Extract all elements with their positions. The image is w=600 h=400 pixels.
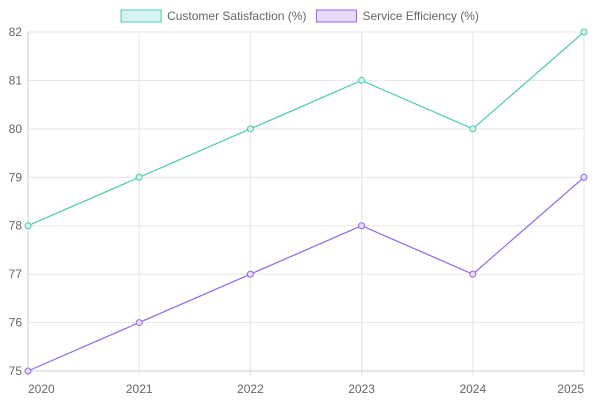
legend-label: Customer Satisfaction (%) <box>167 9 306 23</box>
y-tick-label: 82 <box>9 25 23 39</box>
data-point[interactable] <box>135 319 143 327</box>
y-tick-label: 80 <box>9 122 23 136</box>
series-line <box>27 176 585 372</box>
grid <box>27 31 585 376</box>
data-point[interactable] <box>469 270 477 278</box>
series-line <box>27 31 585 227</box>
data-point[interactable] <box>246 125 254 133</box>
axes: 75 76 77 78 79 80 81 82 2020 2021 2022 2023 2024 2025 <box>9 25 585 396</box>
data-point[interactable] <box>246 270 254 278</box>
series-group <box>24 173 588 375</box>
legend-item[interactable]: Service Efficiency (%) <box>315 9 479 23</box>
data-point[interactable] <box>580 173 588 181</box>
legend-item[interactable]: Customer Satisfaction (%) <box>120 9 306 23</box>
x-tick-label: 2020 <box>28 382 55 396</box>
data-point[interactable] <box>358 76 366 84</box>
y-tick-label: 77 <box>9 267 23 281</box>
legend-swatch <box>315 9 357 23</box>
data-point[interactable] <box>580 28 588 36</box>
y-tick-label: 78 <box>9 219 23 233</box>
data-point[interactable] <box>24 367 32 375</box>
data-point[interactable] <box>469 125 477 133</box>
series <box>24 28 588 375</box>
series-group <box>24 28 588 230</box>
y-tick-label: 81 <box>9 73 23 87</box>
x-tick-label: 2022 <box>237 382 264 396</box>
x-tick-label: 2025 <box>557 382 584 396</box>
legend-swatch <box>120 9 162 23</box>
data-point[interactable] <box>24 222 32 230</box>
data-point[interactable] <box>135 173 143 181</box>
legend-label: Service Efficiency (%) <box>362 9 478 23</box>
x-tick-label: 2024 <box>459 382 486 396</box>
legend[interactable]: Customer Satisfaction (%) Service Efficie… <box>120 9 479 23</box>
y-tick-label: 76 <box>9 316 23 330</box>
y-tick-label: 75 <box>9 364 23 378</box>
y-tick-label: 79 <box>9 170 23 184</box>
x-tick-label: 2021 <box>126 382 153 396</box>
data-point[interactable] <box>358 222 366 230</box>
x-tick-label: 2023 <box>348 382 375 396</box>
